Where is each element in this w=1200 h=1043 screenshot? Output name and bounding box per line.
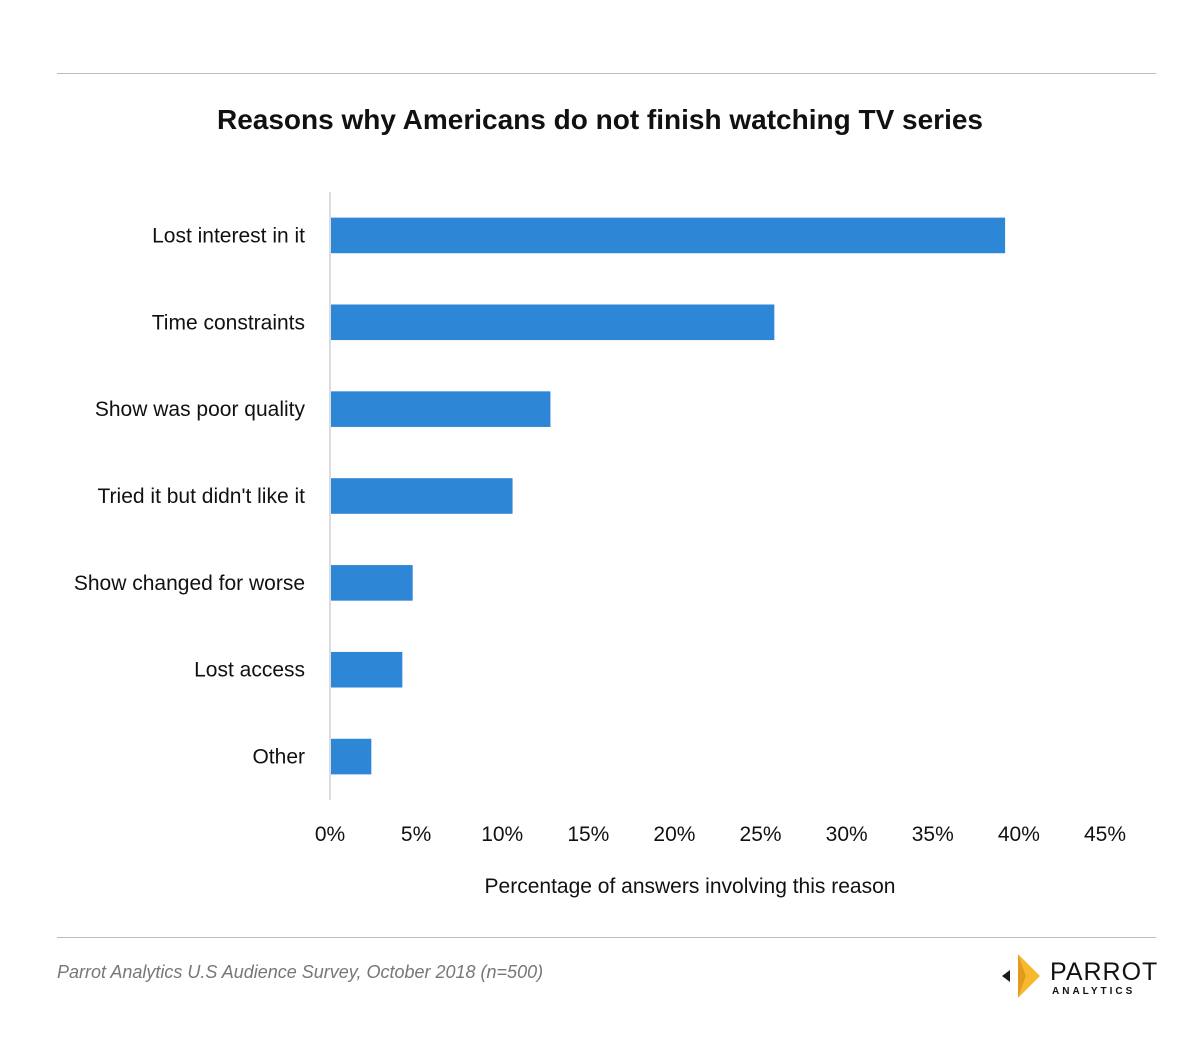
x-tick-label: 25% [740,823,782,846]
category-label: Lost access [194,659,305,682]
bottom-divider [57,937,1156,938]
parrot-logo-icon [1002,954,1040,998]
x-tick-label: 40% [998,823,1040,846]
chart-title: Reasons why Americans do not finish watc… [216,104,984,135]
category-labels: Lost interest in it Time constraints Show … [74,224,306,768]
x-tick-label: 5% [401,823,431,846]
category-label: Time constraints [152,311,305,334]
x-tick-label: 20% [653,823,695,846]
x-tick-labels: 0% 5% 10% 15% 20% 25% 30% 35% 40% 45% [315,823,1126,846]
bar [331,304,775,341]
x-tick-label: 15% [567,823,609,846]
category-label: Show was poor quality [95,398,306,421]
bar-chart: Lost interest in it Time constraints Show … [74,192,1126,898]
x-tick-label: 10% [481,823,523,846]
bar [331,565,413,601]
category-label: Other [252,746,305,769]
x-tick-label: 35% [912,823,954,846]
x-tick-label: 45% [1084,823,1126,846]
bars-group [331,217,1006,775]
x-tick-label: 30% [826,823,868,846]
logo-wordmark: PARROT [1050,958,1159,986]
bar [331,478,513,514]
top-divider [57,73,1156,74]
category-label: Lost interest in it [152,224,305,247]
x-axis-label: Percentage of answers involving this rea… [485,875,896,898]
bar [331,651,403,688]
bar [331,391,551,427]
bar [331,217,1006,254]
bar [331,738,372,775]
logo-subtitle: ANALYTICS [1052,986,1136,997]
parrot-analytics-logo: PARROT ANALYTICS [1000,950,1160,1002]
source-note: Parrot Analytics U.S Audience Survey, Oc… [57,962,544,982]
category-label: Show changed for worse [74,572,305,595]
category-label: Tried it but didn't like it [98,485,306,508]
x-tick-label: 0% [315,823,345,846]
